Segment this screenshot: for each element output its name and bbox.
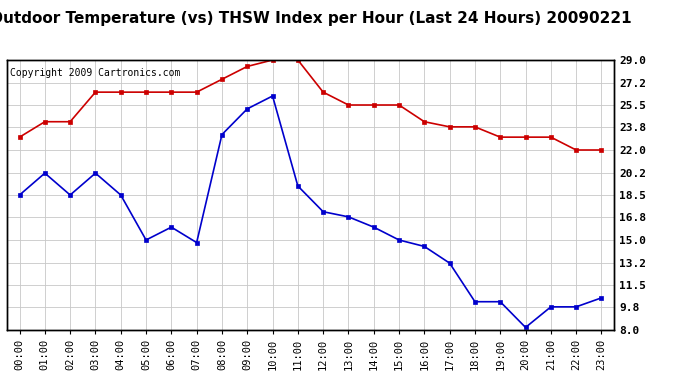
Text: Outdoor Temperature (vs) THSW Index per Hour (Last 24 Hours) 20090221: Outdoor Temperature (vs) THSW Index per … <box>0 11 631 26</box>
Text: Copyright 2009 Cartronics.com: Copyright 2009 Cartronics.com <box>10 68 180 78</box>
